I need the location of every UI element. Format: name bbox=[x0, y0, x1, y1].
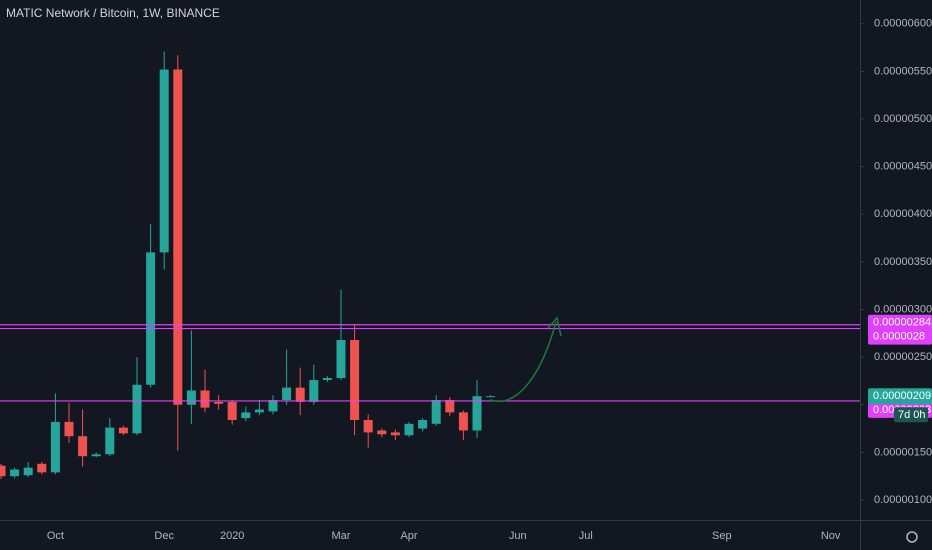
candle-body bbox=[363, 420, 373, 433]
candle-body bbox=[431, 400, 441, 424]
y-tick-label: 0.00000300 bbox=[874, 303, 932, 315]
x-tick-label: Jun bbox=[509, 530, 527, 542]
candle-body bbox=[418, 420, 428, 429]
candle-body bbox=[146, 252, 156, 385]
y-tick-label: 0.00000550 bbox=[874, 65, 932, 77]
x-tick-label: Jul bbox=[579, 530, 593, 542]
arrow-head bbox=[547, 316, 562, 337]
candle-body bbox=[78, 436, 88, 457]
settings-gear[interactable] bbox=[906, 531, 918, 543]
candle-body bbox=[105, 427, 115, 455]
candle-body bbox=[254, 409, 264, 413]
candle-body bbox=[458, 412, 468, 431]
y-tick-label: 0.00000350 bbox=[874, 256, 932, 268]
candle-body bbox=[350, 340, 360, 420]
candle-body bbox=[227, 401, 237, 420]
candle-body bbox=[336, 340, 346, 379]
countdown-box bbox=[894, 407, 928, 423]
candle-body bbox=[309, 380, 319, 402]
y-tick-label: 0.00000250 bbox=[874, 351, 932, 363]
candle-body bbox=[322, 378, 332, 380]
candle-body bbox=[404, 423, 414, 436]
candle-body bbox=[445, 400, 455, 413]
x-tick-label: 2020 bbox=[220, 530, 244, 542]
y-tick-label: 0.00000500 bbox=[874, 113, 932, 125]
candle-body bbox=[37, 463, 47, 473]
candle-body bbox=[214, 401, 224, 404]
x-tick-label: Oct bbox=[47, 530, 64, 542]
candle-body bbox=[282, 387, 292, 400]
y-tick-label: 0.00000600 bbox=[874, 18, 932, 30]
x-tick-label: Dec bbox=[154, 530, 174, 542]
candle-body bbox=[186, 390, 196, 405]
candle-body bbox=[295, 387, 305, 402]
candle-body bbox=[132, 384, 142, 434]
candle-body bbox=[377, 430, 387, 435]
x-tick-label: Sep bbox=[712, 530, 732, 542]
y-tick-label: 0.00000150 bbox=[874, 446, 932, 458]
candle-body bbox=[91, 454, 101, 457]
plot-area bbox=[0, 51, 860, 480]
candle-body bbox=[23, 467, 33, 476]
y-tick-label: 0.00000400 bbox=[874, 208, 932, 220]
price-tag-label: 0.00000284 bbox=[873, 317, 931, 329]
candle-body bbox=[159, 69, 169, 253]
countdown-label: 7d 0h bbox=[898, 409, 926, 421]
price-tag bbox=[868, 314, 932, 331]
candle-body bbox=[268, 400, 278, 412]
price-tag-label: 0.0000028 bbox=[873, 330, 925, 342]
candle-body bbox=[50, 421, 60, 473]
candle-body bbox=[64, 421, 74, 437]
candle-body bbox=[200, 390, 210, 408]
last-price-label: 0.00000209 bbox=[873, 390, 931, 402]
candle-body bbox=[472, 396, 482, 431]
settings-icon[interactable] bbox=[906, 531, 918, 543]
candle-body bbox=[0, 465, 6, 477]
y-tick-label: 0.00000450 bbox=[874, 161, 932, 173]
chart-title: MATIC Network / Bitcoin, 1W, BINANCE bbox=[6, 6, 220, 20]
price-tag bbox=[868, 328, 932, 345]
candle-body bbox=[173, 69, 183, 405]
x-tick-label: Apr bbox=[400, 530, 417, 542]
candle-body bbox=[241, 412, 251, 419]
y-tick-label: 0.00000100 bbox=[874, 494, 932, 506]
x-tick-label: Mar bbox=[332, 530, 351, 542]
candle-body bbox=[118, 427, 128, 434]
x-tick-label: Nov bbox=[821, 530, 841, 542]
candle-body bbox=[486, 396, 496, 398]
arrow-annotation bbox=[489, 321, 557, 403]
candle-body bbox=[390, 432, 400, 436]
candle-body bbox=[10, 469, 20, 477]
last-price-tag bbox=[868, 388, 932, 405]
